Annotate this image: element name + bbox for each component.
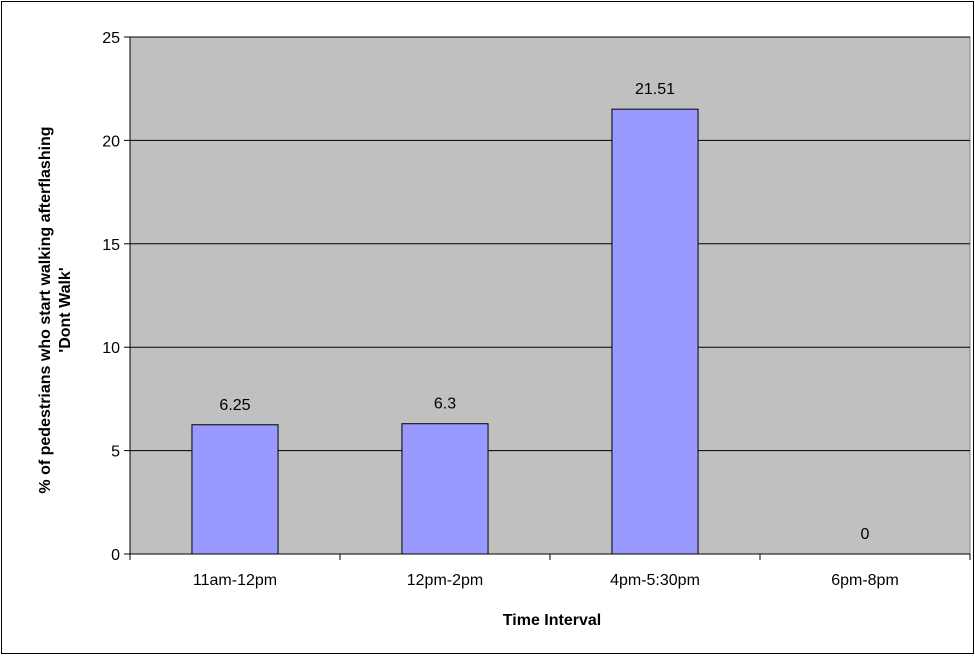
bar xyxy=(401,423,489,555)
data-labels: 6.25 6.3 21.51 0 xyxy=(219,81,869,543)
data-label: 6.25 xyxy=(219,397,250,414)
x-tick-label: 11am-12pm xyxy=(193,572,277,589)
y-tick-label: 10 xyxy=(102,340,120,357)
y-tick-label: 20 xyxy=(102,133,120,150)
x-tick-label: 12pm-2pm xyxy=(407,572,483,589)
data-label: 21.51 xyxy=(635,81,675,98)
y-axis-title: % of pedestrians who start walking after… xyxy=(37,126,74,493)
y-axis-ticks: 0 5 10 15 20 25 xyxy=(102,30,130,564)
y-tick-label: 5 xyxy=(111,444,120,461)
y-tick-label: 25 xyxy=(102,30,120,47)
bars xyxy=(191,108,699,555)
y-axis-title-line-1: % of pedestrians who start walking after… xyxy=(37,126,54,493)
bar xyxy=(611,108,699,555)
x-axis-ticks: 11am-12pm 12pm-2pm 4pm-5:30pm 6pm-8pm xyxy=(129,554,971,589)
x-tick-label: 4pm-5:30pm xyxy=(610,572,700,589)
y-tick-label: 15 xyxy=(102,237,120,254)
y-tick-label: 0 xyxy=(111,547,120,564)
data-label: 0 xyxy=(861,526,870,543)
bar xyxy=(191,424,279,555)
x-axis-title: Time Interval xyxy=(503,612,601,629)
x-tick-label: 6pm-8pm xyxy=(831,572,899,589)
data-label: 6.3 xyxy=(434,396,456,413)
y-axis-title-line-2: 'Dont Walk' xyxy=(57,267,74,352)
